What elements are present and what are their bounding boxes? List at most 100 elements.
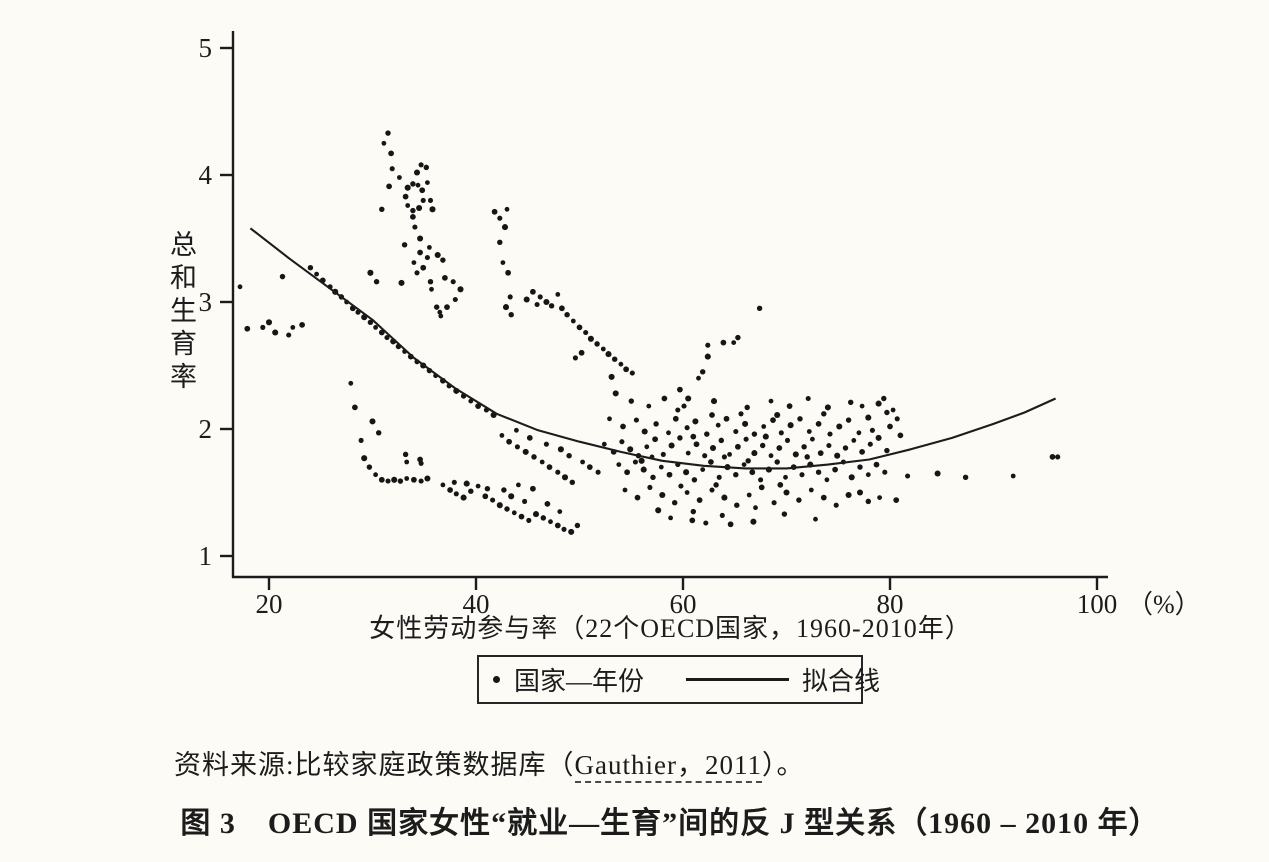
data-point: [361, 455, 368, 462]
data-point: [482, 493, 489, 500]
data-point: [759, 442, 766, 449]
x-tick-label: 80: [877, 589, 904, 619]
data-point: [566, 452, 572, 459]
data-point: [605, 351, 612, 358]
data-point: [658, 464, 664, 470]
data-point: [721, 454, 727, 460]
data-point: [404, 459, 410, 465]
data-point: [875, 434, 882, 441]
data-point: [647, 484, 653, 490]
data-point: [875, 400, 882, 407]
data-point: [859, 449, 865, 455]
data-point: [352, 404, 358, 411]
data-point: [508, 493, 515, 500]
data-point: [685, 450, 691, 456]
data-point: [607, 416, 612, 422]
data-point: [817, 450, 824, 456]
data-point: [437, 309, 443, 315]
data-point: [587, 335, 594, 342]
data-point: [934, 470, 941, 477]
data-point: [753, 505, 758, 511]
data-point: [427, 197, 434, 203]
data-point: [504, 506, 510, 512]
data-point: [865, 498, 872, 505]
data-point: [865, 472, 871, 478]
y-tick-label: 3: [199, 287, 213, 317]
data-point: [834, 452, 841, 459]
data-point: [386, 183, 392, 190]
data-point: [447, 487, 453, 493]
data-point: [418, 478, 424, 484]
x-tick-label: 100: [1077, 589, 1118, 619]
data-point: [526, 435, 533, 441]
data-point: [796, 497, 802, 503]
data-point: [734, 502, 740, 508]
data-point: [692, 418, 699, 425]
data-point: [640, 466, 647, 473]
data-point: [661, 395, 668, 402]
data-point: [742, 420, 749, 427]
data-point: [677, 386, 683, 393]
data-point: [501, 224, 509, 231]
data-point: [851, 438, 857, 443]
source-note-suffix: ）。: [761, 750, 805, 780]
data-point: [381, 140, 387, 146]
data-point: [452, 296, 458, 303]
data-point: [685, 395, 692, 402]
data-point: [666, 430, 671, 436]
data-point: [709, 412, 715, 418]
data-point: [544, 501, 551, 507]
data-point: [699, 369, 706, 375]
data-point: [367, 319, 374, 326]
data-point: [810, 436, 815, 442]
data-point: [429, 286, 434, 292]
data-point: [500, 260, 506, 265]
data-point: [457, 286, 464, 293]
data-point: [774, 459, 780, 465]
data-point: [497, 239, 503, 246]
data-point: [887, 423, 893, 430]
data-point: [815, 421, 822, 427]
data-point: [867, 441, 873, 447]
figure-caption-text: OECD 国家女性“就业—生育”间的反 J 型关系（1960 – 2010 年）: [267, 807, 1160, 840]
data-point: [751, 450, 758, 457]
data-point: [576, 324, 583, 331]
data-point: [569, 479, 576, 486]
data-point: [499, 433, 505, 438]
data-point: [786, 403, 793, 409]
data-point: [804, 454, 810, 460]
data-point: [808, 487, 814, 493]
data-point: [632, 459, 638, 465]
data-point: [723, 415, 730, 422]
data-point: [705, 342, 711, 348]
data-point: [497, 215, 503, 221]
data-point: [540, 515, 547, 521]
data-point: [398, 279, 405, 286]
data-point: [627, 446, 634, 453]
data-point: [491, 208, 498, 215]
data-point: [890, 407, 896, 413]
data-point: [716, 474, 722, 480]
y-tick-label: 5: [199, 33, 213, 63]
data-point: [884, 447, 890, 454]
data-point: [237, 284, 243, 290]
data-point: [555, 292, 561, 297]
data-point: [696, 497, 703, 503]
data-point: [265, 319, 273, 326]
data-point: [511, 510, 517, 516]
data-point: [404, 476, 410, 481]
data-point: [548, 303, 555, 309]
data-point: [873, 461, 880, 468]
data-point: [490, 497, 496, 503]
data-point: [629, 370, 635, 376]
data-point: [666, 471, 673, 478]
data-point: [832, 466, 838, 473]
data-point: [574, 522, 581, 529]
fitted-curve: [249, 227, 1057, 470]
data-point: [758, 484, 765, 491]
data-point: [366, 464, 373, 470]
data-point: [415, 182, 421, 188]
data-point: [616, 462, 622, 467]
data-point: [684, 490, 690, 495]
data-point: [410, 214, 416, 220]
